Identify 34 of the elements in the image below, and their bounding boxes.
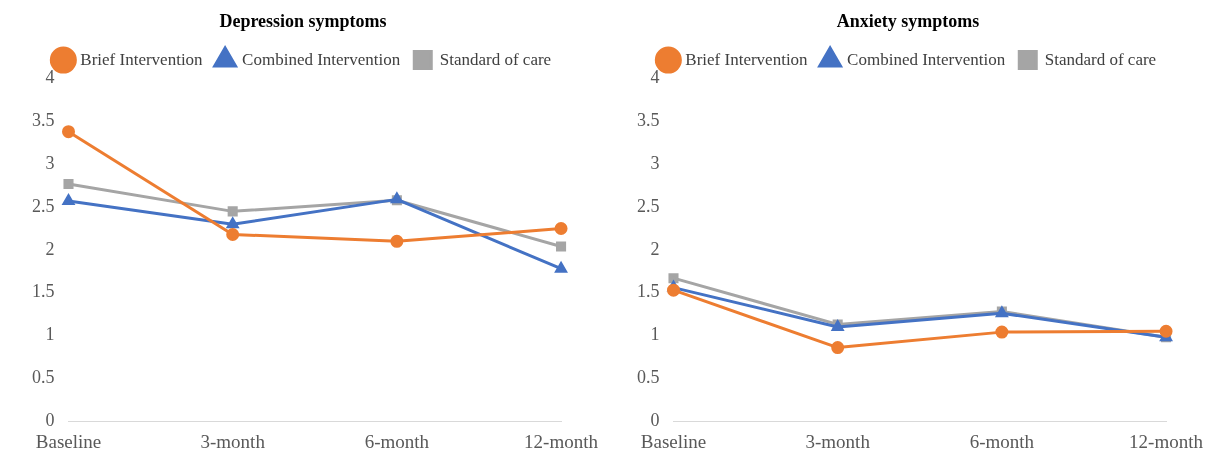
legend-label: Combined Intervention (847, 49, 1006, 69)
legend-label: Brief Intervention (685, 49, 809, 69)
legend-label: Standard of care (1044, 49, 1157, 69)
y-tick-label: 0 (650, 409, 660, 430)
x-tick-label: Baseline (35, 430, 102, 452)
legend-label: Standard of care (439, 49, 552, 69)
x-tick-label: 12-month (1129, 430, 1204, 452)
chart-title: Anxiety symptoms (836, 11, 980, 32)
y-tick-label: 1 (45, 324, 55, 345)
legend-label: Combined Intervention (242, 49, 401, 69)
y-tick-label: 2.5 (637, 195, 660, 216)
x-tick-label: Baseline (640, 430, 707, 452)
y-tick-label: 1.5 (637, 281, 660, 302)
y-tick-label: 2.5 (32, 195, 55, 216)
y-tick-label: 3 (45, 152, 55, 173)
y-tick-label: 3 (650, 152, 660, 173)
x-tick-label: 6-month (364, 430, 430, 452)
y-tick-label: 0 (45, 409, 55, 430)
y-tick-label: 4 (45, 67, 55, 88)
y-tick-label: 1 (650, 324, 660, 345)
y-tick-label: 0.5 (637, 367, 660, 388)
y-tick-label: 2 (650, 238, 660, 259)
x-tick-label: 3-month (200, 430, 266, 452)
y-tick-label: 3.5 (32, 110, 55, 131)
y-tick-label: 0.5 (32, 367, 55, 388)
legend-label: Brief Intervention (80, 49, 204, 69)
y-tick-label: 2 (45, 238, 55, 259)
x-tick-label: 3-month (805, 430, 871, 452)
chart-title: Depression symptoms (219, 11, 387, 32)
x-tick-label: 12-month (524, 430, 599, 452)
y-tick-label: 1.5 (32, 281, 55, 302)
x-tick-label: 6-month (969, 430, 1035, 452)
y-tick-label: 4 (650, 67, 660, 88)
y-tick-label: 3.5 (637, 110, 660, 131)
